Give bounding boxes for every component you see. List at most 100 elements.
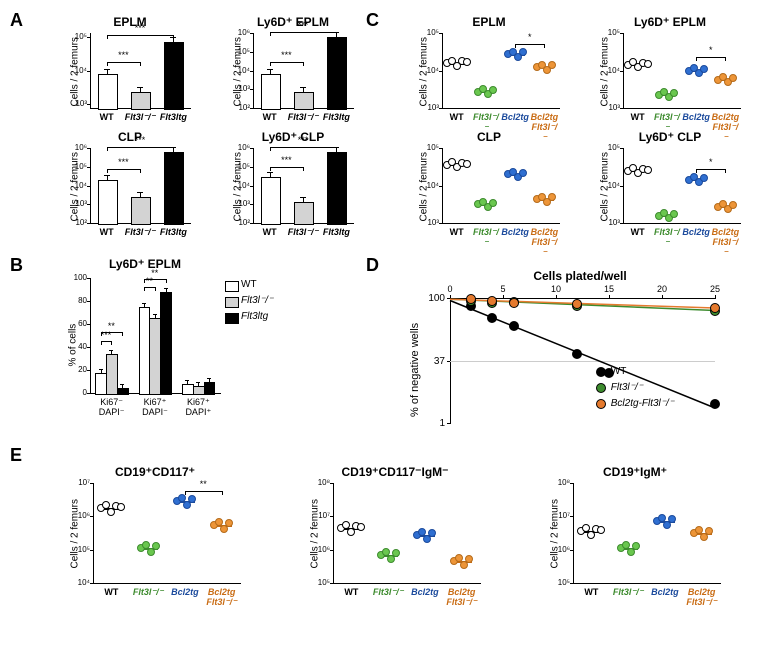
x-tick-label: Bcl2tg: [683, 587, 720, 597]
bar: [98, 180, 118, 226]
data-point: [700, 65, 708, 73]
sig-text: ***: [113, 50, 133, 60]
y-tick: 1: [405, 418, 445, 429]
x-tick-label: Flt3l⁻/⁻: [443, 597, 480, 608]
data-point: [509, 321, 519, 331]
y-tick: 10⁵: [414, 28, 439, 37]
data-point: [644, 60, 652, 68]
y-tick: 10⁴: [65, 66, 87, 75]
x-tick-label: Bcl2tg: [203, 587, 240, 597]
y-tick: 10⁴: [228, 181, 250, 190]
x-axis-title: Cells plated/well: [445, 269, 715, 283]
data-point: [710, 399, 720, 409]
sig-line: [107, 147, 174, 148]
chart-title: CLP: [414, 130, 564, 144]
x-tick-label: Bcl2tg: [443, 587, 480, 597]
sig-tick: [270, 167, 271, 171]
chart-box: [333, 483, 481, 584]
y-tick: 10³: [414, 103, 439, 112]
bar: [294, 202, 314, 225]
y-tick: 10⁵: [595, 28, 620, 37]
x-tick: 20: [652, 284, 672, 294]
panel-label-E: E: [10, 445, 22, 466]
sig-text: ***: [130, 23, 150, 33]
dot-chart: CD19⁺IgM⁺Cells / 2 femurs10⁵10⁶10⁷10⁸WTF…: [545, 465, 725, 625]
y-axis-label: % of negative wells: [409, 307, 421, 417]
x-tick-label: Flt3ltg: [153, 227, 193, 237]
y-tick: 10⁷: [305, 511, 330, 520]
bar: [98, 74, 118, 110]
x-group-label: DAPI⁺: [177, 407, 220, 418]
y-tick: 40: [65, 342, 87, 351]
data-point: [700, 174, 708, 182]
panel-d-chart: Cells plated/well0510152025137100% of ne…: [405, 283, 725, 443]
x-tick-label: Bcl2tg: [682, 112, 711, 122]
sig-text: ***: [130, 135, 150, 145]
x-tick-label: Flt3l⁻/⁻: [610, 587, 647, 598]
sig-tick: [303, 167, 304, 171]
x-tick-label: Flt3l⁻/⁻: [203, 597, 240, 608]
error-cap: [137, 87, 143, 88]
panel-label-D: D: [366, 255, 379, 276]
legend-label: WT: [611, 366, 627, 377]
y-tick: 10⁴: [595, 181, 620, 190]
x-tick-label: Bcl2tg: [711, 227, 740, 237]
legend-swatch: [596, 399, 606, 409]
chart-title: EPLM: [414, 15, 564, 29]
y-tick: 10⁵: [228, 47, 250, 56]
data-point: [487, 296, 497, 306]
legend-swatch: [225, 313, 239, 324]
y-tick: 10⁵: [305, 578, 330, 587]
sig-tick: [173, 147, 174, 151]
y-tick: 10²: [65, 218, 87, 227]
chart-box: [623, 33, 741, 109]
x-tick-label: Flt3l⁻/⁻: [530, 237, 559, 259]
y-tick: 10³: [65, 199, 87, 208]
y-tick: 10²: [228, 103, 250, 112]
dot-chart: Ly6D⁺ CLPCells / 2 femurs10³10⁴10⁵WTFlt3…: [595, 130, 745, 265]
dot-chart: CD19⁺CD117⁻IgM⁻Cells / 2 femurs10⁵10⁶10⁷…: [305, 465, 485, 625]
legend-swatch: [596, 367, 606, 377]
y-tick: 10³: [595, 218, 620, 227]
panel-b-chart: Ly6D⁺ EPLM% of cells020406080100Ki67⁻DAP…: [65, 273, 345, 448]
sig-tick: [336, 32, 337, 36]
x-tick-label: Flt3ltg: [316, 227, 356, 237]
error-cap: [300, 87, 306, 88]
panel-label-B: B: [10, 255, 23, 276]
x-tick-label: WT: [333, 587, 370, 597]
sig-tick: [270, 32, 271, 36]
data-point: [152, 542, 160, 550]
error-cap: [104, 175, 110, 176]
sig-line: [270, 32, 337, 33]
y-tick: 10⁵: [414, 143, 439, 152]
y-tick: 10⁷: [545, 511, 570, 520]
y-tick: 10⁶: [545, 545, 570, 554]
tick-mark: [250, 186, 253, 187]
y-tick: 10⁵: [65, 32, 87, 41]
chart-box: [623, 148, 741, 224]
x-tick-label: Bcl2tg: [501, 112, 530, 122]
sig-line: [107, 35, 174, 36]
sig-tick: [107, 35, 108, 39]
bar: [131, 197, 151, 225]
bar: [204, 382, 216, 396]
data-point: [509, 298, 519, 308]
sig-text: ***: [293, 135, 313, 145]
y-axis-label: Cells / 2 femurs: [70, 499, 81, 569]
bar: [261, 74, 281, 110]
sig-line: [270, 167, 303, 168]
x-tick-label: WT: [573, 587, 610, 597]
tick-mark: [87, 167, 90, 168]
error-cap: [267, 69, 273, 70]
y-tick: 10³: [228, 199, 250, 208]
legend-swatch: [596, 383, 606, 393]
data-point: [489, 199, 497, 207]
tick-mark: [250, 204, 253, 205]
chart-title: Ly6D⁺ EPLM: [595, 15, 745, 29]
data-point: [465, 555, 473, 563]
x-tick-label: Flt3l⁻/⁻: [652, 227, 681, 249]
y-tick: 10²: [228, 218, 250, 227]
bar: [261, 177, 281, 226]
legend-label: Flt3l⁻/⁻: [241, 295, 273, 306]
x-tick: 25: [705, 284, 725, 294]
